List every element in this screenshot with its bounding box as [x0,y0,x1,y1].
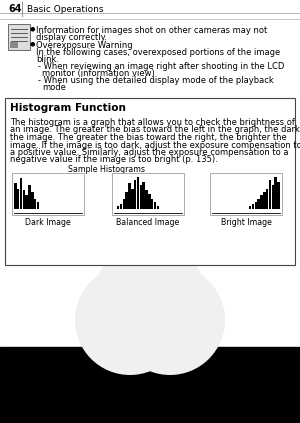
Bar [122,199,125,209]
Circle shape [115,265,225,375]
Bar [154,202,156,209]
Bar [22,190,25,209]
Bar [210,173,282,215]
Text: - When reviewing an image right after shooting in the LCD: - When reviewing an image right after sh… [38,62,284,71]
Bar [277,182,280,209]
Circle shape [75,265,185,375]
Text: The histogram is a graph that allows you to check the brightness of: The histogram is a graph that allows you… [10,118,295,127]
Bar [148,194,151,209]
Text: a positive value. Similarly, adjust the exposure compensation to a: a positive value. Similarly, adjust the … [10,148,289,157]
Bar [112,173,184,215]
Bar [254,202,257,209]
Bar [157,206,159,209]
Bar [37,202,39,209]
Bar [252,204,254,209]
Text: blink.: blink. [36,55,59,64]
Bar [25,195,28,209]
Text: mode: mode [42,83,66,92]
Bar [266,189,268,209]
Bar [142,182,145,209]
Bar [117,206,119,209]
Bar [269,180,271,209]
Text: negative value if the image is too bright (p. 135).: negative value if the image is too brigh… [10,156,218,165]
Bar [0,347,300,423]
Text: Bright Image: Bright Image [220,218,272,227]
Bar [12,173,84,215]
Text: display correctly.: display correctly. [36,33,107,42]
Bar [17,189,20,209]
Bar [14,184,16,209]
Text: the image. The greater the bias toward the right, the brighter the: the image. The greater the bias toward t… [10,133,287,142]
Text: 64: 64 [8,4,22,14]
Text: - When using the detailed display mode of the playback: - When using the detailed display mode o… [38,76,274,85]
Bar [145,190,148,209]
Text: an image. The greater the bias toward the left in the graph, the darker: an image. The greater the bias toward th… [10,126,300,135]
Text: Sample Histograms: Sample Histograms [68,165,145,174]
Text: Histogram Function: Histogram Function [10,103,126,113]
Text: Information for images shot on other cameras may not: Information for images shot on other cam… [36,26,267,35]
Text: Dark Image: Dark Image [25,218,71,227]
Bar [128,184,131,209]
Bar [120,204,122,209]
Text: ●: ● [29,26,35,31]
Bar [8,24,30,50]
Circle shape [95,240,205,350]
Text: In the following cases, overexposed portions of the image: In the following cases, overexposed port… [36,48,280,57]
Text: ●: ● [29,41,35,46]
Bar [34,199,37,209]
Text: image. If the image is too dark, adjust the exposure compensation to: image. If the image is too dark, adjust … [10,140,300,149]
Bar [272,185,274,209]
Bar [125,192,128,209]
Bar [257,199,260,209]
Bar [260,195,263,209]
Bar [28,185,31,209]
Bar [20,179,22,209]
Text: Basic Operations: Basic Operations [27,5,104,14]
Bar [134,180,136,209]
Bar [151,199,154,209]
Bar [31,192,34,209]
Text: Overexposure Warning: Overexposure Warning [36,41,133,50]
Bar [131,189,134,209]
Bar [10,42,18,48]
Bar [249,206,251,209]
Bar [263,192,266,209]
Bar [137,177,139,209]
Bar [274,177,277,209]
Bar [140,185,142,209]
Text: Balanced Image: Balanced Image [116,218,180,227]
Text: monitor (information view): monitor (information view) [42,69,155,78]
FancyBboxPatch shape [5,98,295,265]
